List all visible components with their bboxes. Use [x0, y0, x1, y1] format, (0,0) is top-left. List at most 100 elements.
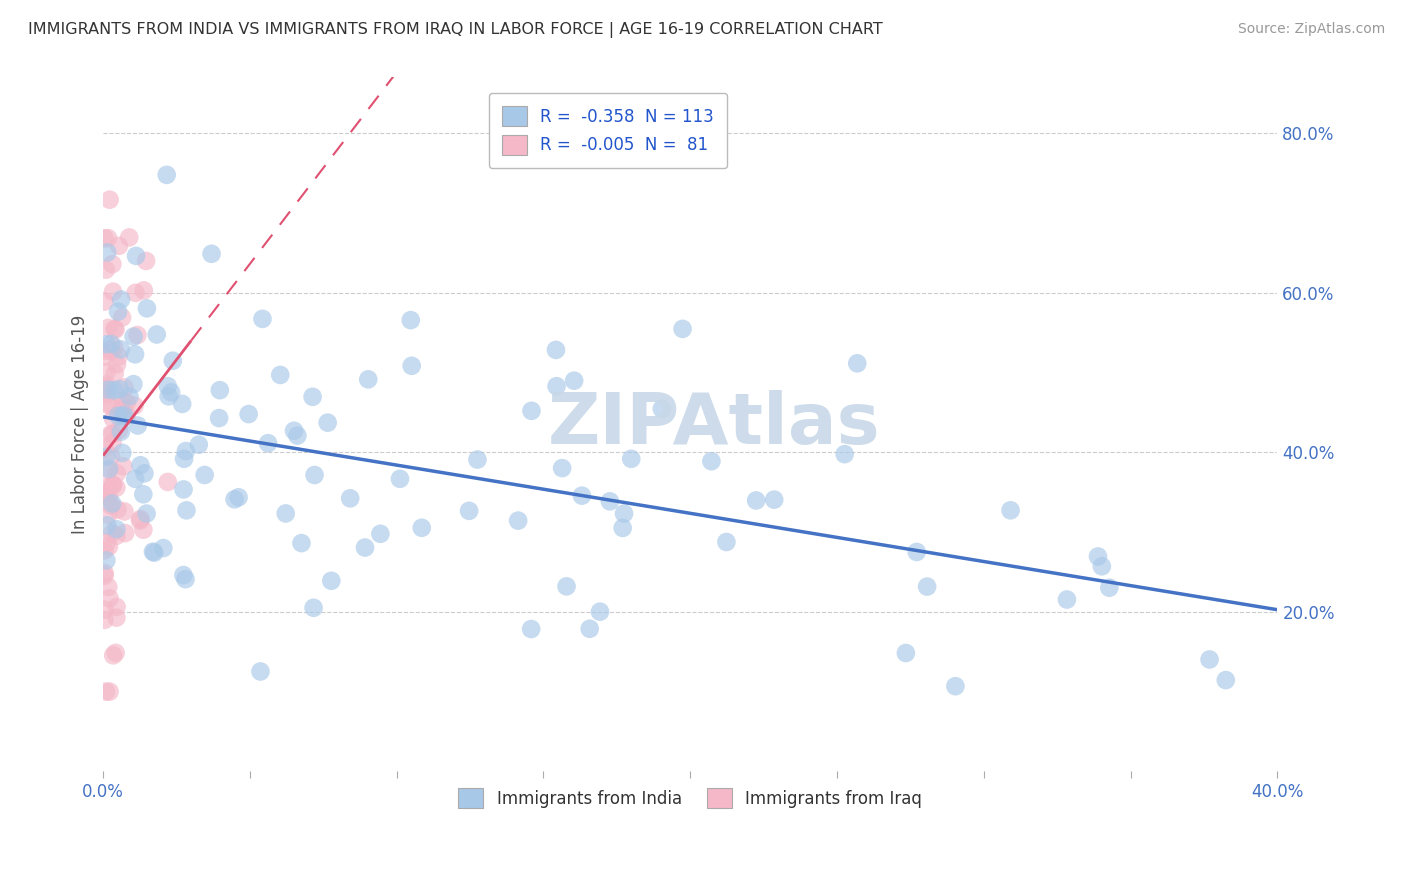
Point	[745, 493, 768, 508]
Point	[93, 602, 115, 616]
Point	[302, 600, 325, 615]
Point	[101, 426, 124, 441]
Point	[411, 521, 433, 535]
Point	[316, 416, 339, 430]
Point	[124, 472, 146, 486]
Point	[160, 385, 183, 400]
Point	[200, 247, 222, 261]
Point	[174, 572, 197, 586]
Point	[101, 497, 124, 511]
Point	[173, 483, 195, 497]
Point	[124, 347, 146, 361]
Point	[94, 450, 117, 464]
Point	[105, 522, 128, 536]
Point	[194, 467, 217, 482]
Point	[98, 193, 121, 207]
Point	[110, 403, 132, 417]
Point	[96, 535, 118, 549]
Point	[98, 398, 121, 412]
Point	[103, 478, 125, 492]
Point	[172, 397, 194, 411]
Point	[249, 665, 271, 679]
Point	[93, 231, 115, 245]
Point	[152, 541, 174, 555]
Point	[100, 499, 122, 513]
Point	[905, 545, 928, 559]
Text: ZIPAtlas: ZIPAtlas	[547, 390, 880, 458]
Point	[101, 526, 124, 541]
Point	[252, 311, 274, 326]
Point	[578, 622, 600, 636]
Point	[94, 383, 117, 397]
Point	[103, 340, 125, 354]
Point	[98, 684, 121, 698]
Point	[132, 523, 155, 537]
Point	[101, 257, 124, 271]
Point	[162, 353, 184, 368]
Point	[458, 504, 481, 518]
Point	[339, 491, 361, 506]
Point	[173, 451, 195, 466]
Point	[111, 310, 134, 325]
Point	[94, 684, 117, 698]
Point	[174, 444, 197, 458]
Point	[546, 379, 568, 393]
Point	[143, 546, 166, 560]
Point	[112, 399, 135, 413]
Point	[287, 428, 309, 442]
Point	[945, 679, 967, 693]
Point	[107, 304, 129, 318]
Point	[96, 337, 118, 351]
Point	[135, 507, 157, 521]
Point	[107, 350, 129, 364]
Point	[100, 450, 122, 464]
Point	[125, 249, 148, 263]
Point	[274, 507, 297, 521]
Point	[104, 646, 127, 660]
Point	[105, 481, 128, 495]
Point	[127, 328, 149, 343]
Point	[96, 365, 118, 379]
Point	[107, 502, 129, 516]
Point	[111, 409, 134, 424]
Point	[915, 580, 938, 594]
Point	[129, 514, 152, 528]
Point	[118, 390, 141, 404]
Point	[93, 442, 115, 456]
Point	[613, 507, 636, 521]
Point	[93, 294, 115, 309]
Point	[208, 383, 231, 397]
Point	[112, 504, 135, 518]
Point	[763, 492, 786, 507]
Point	[100, 427, 122, 442]
Point	[97, 383, 120, 397]
Point	[105, 357, 128, 371]
Point	[544, 343, 567, 357]
Point	[93, 568, 115, 582]
Point	[96, 387, 118, 401]
Point	[114, 526, 136, 541]
Point	[555, 579, 578, 593]
Text: Source: ZipAtlas.com: Source: ZipAtlas.com	[1237, 22, 1385, 37]
Point	[104, 322, 127, 336]
Point	[156, 168, 179, 182]
Point	[108, 423, 131, 437]
Point	[208, 411, 231, 425]
Point	[118, 230, 141, 244]
Point	[224, 492, 246, 507]
Point	[93, 613, 115, 627]
Point	[145, 327, 167, 342]
Point	[135, 301, 157, 316]
Point	[700, 454, 723, 468]
Y-axis label: In Labor Force | Age 16-19: In Labor Force | Age 16-19	[72, 315, 89, 534]
Point	[562, 374, 585, 388]
Point	[93, 566, 115, 580]
Point	[108, 382, 131, 396]
Point	[94, 350, 117, 364]
Point	[283, 424, 305, 438]
Point	[157, 389, 180, 403]
Point	[290, 536, 312, 550]
Point	[176, 503, 198, 517]
Point	[110, 425, 132, 439]
Point	[97, 231, 120, 245]
